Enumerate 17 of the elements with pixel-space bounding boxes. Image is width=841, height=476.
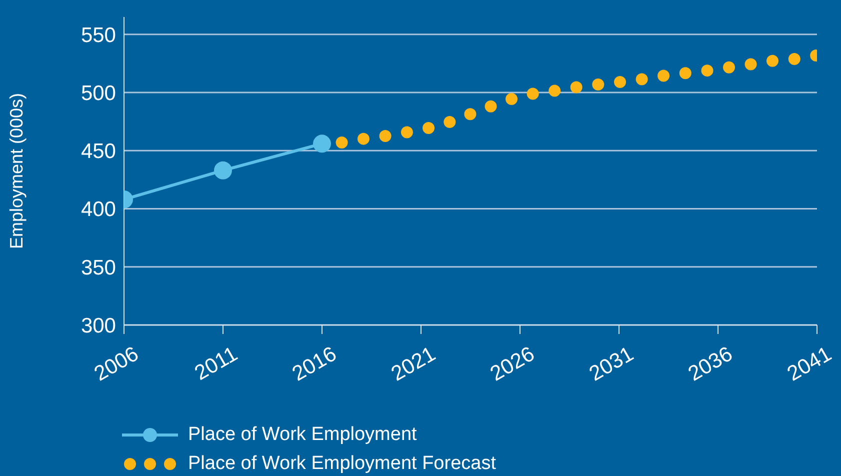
x-tick-label: 2041 — [784, 342, 836, 386]
x-tick-label: 2006 — [90, 342, 142, 386]
x-tick-label: 2011 — [190, 342, 242, 385]
x-tick-label: 2016 — [288, 342, 340, 386]
y-tick-label: 350 — [80, 256, 116, 280]
y-tick-label: 450 — [80, 140, 116, 164]
legend-label: Place of Work Employment Forecast — [188, 452, 496, 474]
x-tick-label: 2031 — [586, 342, 638, 386]
y-tick-label: 550 — [80, 24, 116, 47]
y-tick-label: 400 — [80, 198, 116, 222]
x-tick-label: 2026 — [486, 342, 538, 386]
x-tick-label: 2021 — [388, 342, 440, 386]
legend-label: Place of Work Employment — [188, 424, 417, 446]
y-tick-label: 300 — [80, 314, 116, 338]
y-tick-label: 500 — [80, 82, 116, 105]
x-tick-label: 2036 — [684, 342, 736, 386]
y-axis-title: Employment (000s) — [6, 92, 26, 250]
